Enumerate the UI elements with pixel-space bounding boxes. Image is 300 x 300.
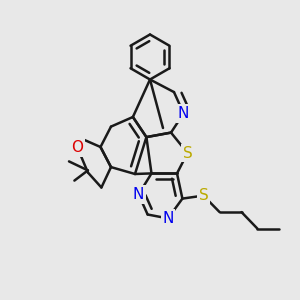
Text: S: S xyxy=(183,146,192,160)
Text: N: N xyxy=(133,187,144,202)
Text: S: S xyxy=(199,188,208,203)
Text: O: O xyxy=(71,140,83,155)
Text: N: N xyxy=(178,106,189,121)
Text: N: N xyxy=(162,211,174,226)
